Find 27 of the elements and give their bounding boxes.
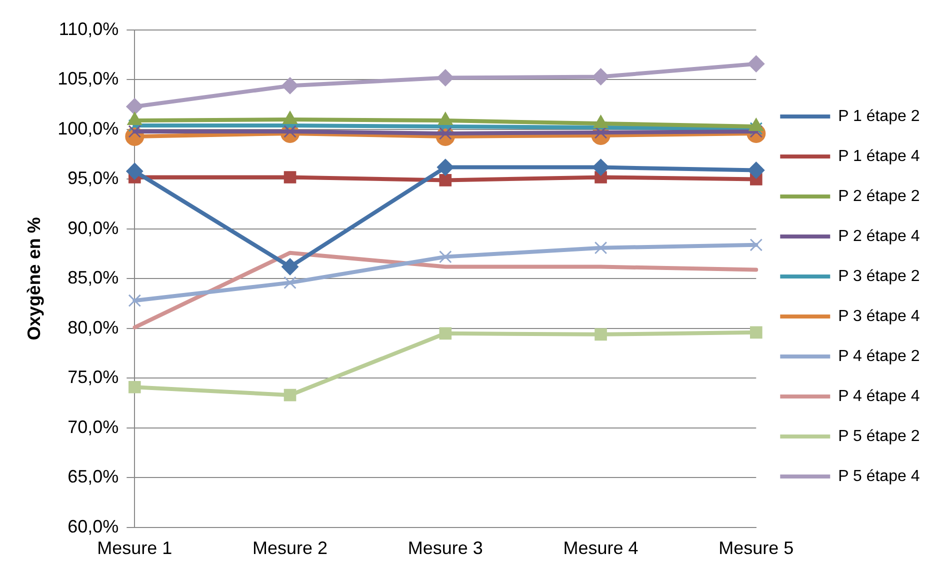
y-tick-label: 90,0% [68, 218, 119, 238]
y-tick-label: 95,0% [68, 168, 119, 188]
x-tick-label: Mesure 1 [97, 538, 172, 558]
legend-label: P 1 étape 2 [838, 108, 920, 125]
y-tick-label: 65,0% [68, 466, 119, 487]
legend-label: P 3 étape 4 [838, 308, 920, 325]
legend-label: P 3 étape 2 [838, 268, 920, 285]
y-tick-label: 105,0% [58, 68, 119, 89]
x-tick-label: Mesure 2 [252, 538, 328, 558]
y-axis-title: Oxygène en % [24, 217, 44, 340]
y-tick-label: 60,0% [68, 516, 119, 536]
legend-label: P 1 étape 4 [838, 148, 920, 165]
legend-label: P 5 étape 2 [838, 428, 920, 445]
legend-label: P 5 étape 4 [838, 468, 920, 485]
legend-label: P 4 étape 2 [838, 348, 920, 365]
y-tick-label: 75,0% [68, 367, 119, 388]
x-tick-label: Mesure 5 [718, 538, 794, 558]
legend-label: P 4 étape 4 [838, 388, 920, 405]
y-tick-label: 85,0% [68, 268, 119, 288]
legend-label: P 2 étape 2 [838, 188, 920, 205]
y-tick-label: 100,0% [58, 118, 119, 138]
legend-label: P 2 étape 4 [838, 228, 920, 245]
y-tick-label: 80,0% [68, 317, 119, 338]
x-tick-label: Mesure 4 [563, 538, 638, 558]
y-tick-label: 70,0% [68, 416, 119, 437]
y-tick-label: 110,0% [58, 18, 119, 39]
x-tick-label: Mesure 3 [408, 538, 483, 558]
